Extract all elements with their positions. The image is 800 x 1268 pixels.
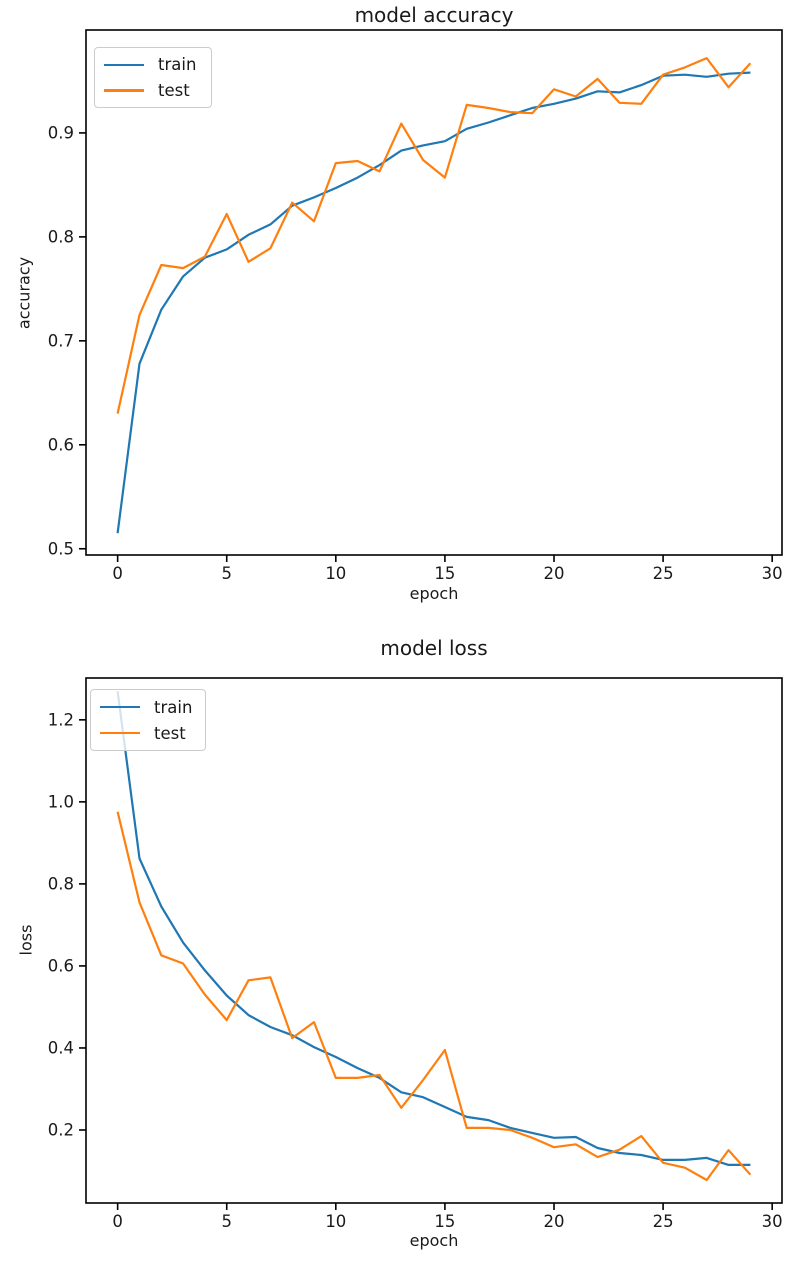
- y-tick-label: 0.8: [48, 874, 74, 893]
- x-tick-label: 15: [434, 564, 455, 583]
- accuracy-x-axis-label: epoch: [409, 584, 459, 603]
- x-tick-label: 30: [762, 564, 783, 583]
- test-line: [116, 811, 752, 1182]
- x-tick-label: 10: [325, 1212, 346, 1231]
- x-tick-label: 0: [112, 1212, 123, 1231]
- accuracy-legend-entry-test: test: [104, 81, 202, 100]
- accuracy-plot: 0 5 10 15 20 25 30 0.5 0.6 0.7 0.8 0.9: [48, 29, 783, 583]
- test-legend-label: test: [154, 723, 186, 743]
- loss-legend: train test: [90, 689, 206, 751]
- loss-legend-entry-train: train: [100, 698, 196, 717]
- y-tick-label: 0.9: [48, 123, 74, 142]
- x-tick-label: 15: [434, 1212, 455, 1231]
- loss-legend-entry-test: test: [100, 724, 196, 743]
- loss-y-axis-label: loss: [16, 924, 36, 956]
- y-tick-label: 0.6: [48, 435, 74, 454]
- accuracy-legend: train test: [94, 47, 212, 108]
- accuracy-y-axis-label: accuracy: [14, 256, 34, 330]
- train-line-swatch: [100, 705, 140, 709]
- plot-spines: [85, 677, 783, 1204]
- x-tick-label: 25: [653, 564, 674, 583]
- x-tick-label: 20: [544, 564, 565, 583]
- y-tick-label: 0.6: [48, 956, 74, 975]
- y-tick-label: 0.4: [48, 1038, 74, 1057]
- y-tick-label: 1.0: [48, 792, 74, 811]
- test-line-swatch: [100, 731, 140, 735]
- y-tick-label: 0.8: [48, 227, 74, 246]
- test-line: [116, 56, 752, 414]
- y-tick-label: 0.7: [48, 331, 74, 350]
- x-tick-label: 5: [221, 564, 232, 583]
- y-tick-label: 1.2: [48, 710, 74, 729]
- y-tick-label: 0.2: [48, 1120, 74, 1139]
- x-tick-label: 30: [762, 1212, 783, 1231]
- axis-ticks: 0 5 10 15 20 25 30 0.2 0.4 0.6 0.8 1.0 1.2: [48, 710, 783, 1231]
- x-tick-label: 25: [653, 1212, 674, 1231]
- x-tick-label: 5: [221, 1212, 232, 1231]
- test-legend-label: test: [158, 80, 190, 100]
- train-line: [116, 690, 751, 1167]
- accuracy-legend-entry-train: train: [104, 55, 202, 74]
- train-line: [116, 71, 751, 534]
- train-legend-label: train: [154, 697, 193, 717]
- axis-ticks: 0 5 10 15 20 25 30 0.5 0.6 0.7 0.8 0.9: [48, 123, 783, 583]
- loss-chart-title: model loss: [380, 636, 488, 660]
- train-line-swatch: [104, 63, 144, 66]
- x-tick-label: 20: [544, 1212, 565, 1231]
- y-tick-label: 0.5: [48, 539, 74, 558]
- x-tick-label: 0: [112, 564, 123, 583]
- test-line-swatch: [104, 89, 144, 92]
- train-legend-label: train: [158, 55, 197, 75]
- x-tick-label: 10: [325, 564, 346, 583]
- loss-x-axis-label: epoch: [409, 1231, 459, 1250]
- accuracy-chart-title: model accuracy: [354, 3, 514, 27]
- plot-spines: [85, 29, 783, 556]
- loss-plot: 0 5 10 15 20 25 30 0.2 0.4 0.6 0.8 1.0 1.2: [48, 677, 783, 1231]
